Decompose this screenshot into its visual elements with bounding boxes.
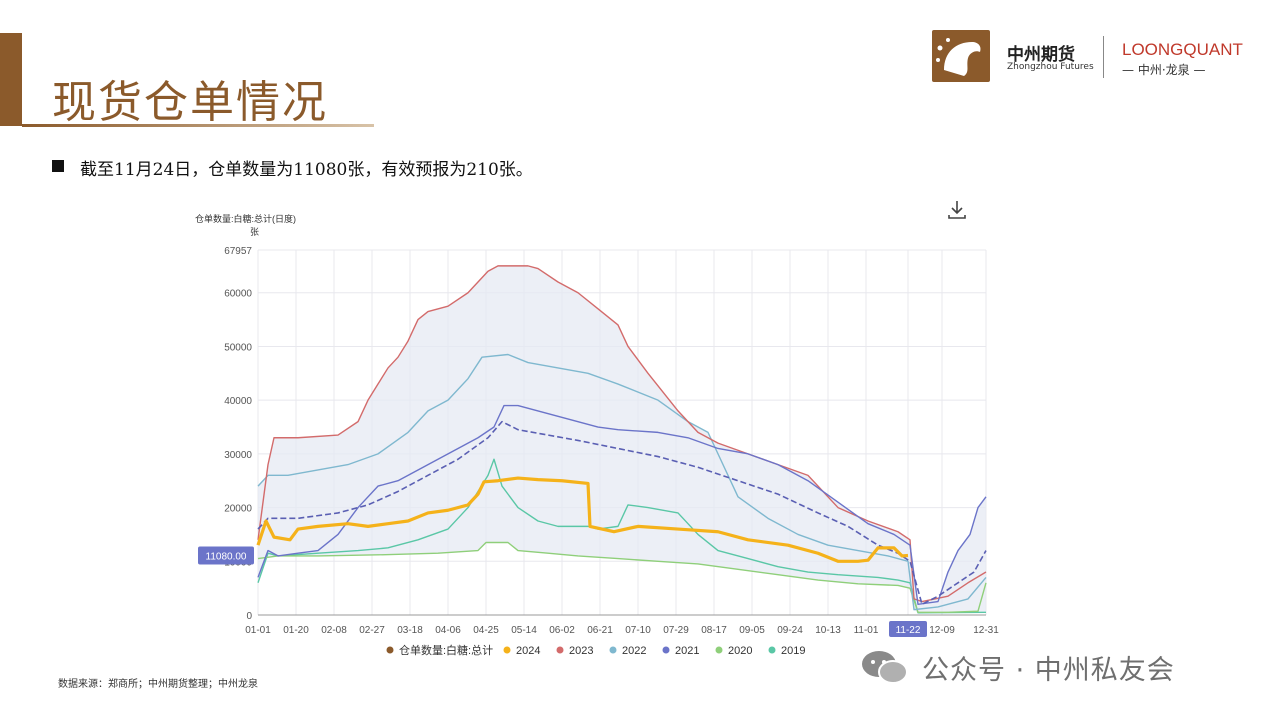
legend-marker	[556, 646, 564, 654]
x-tick-label: 09-05	[739, 625, 765, 636]
x-tick-label: 02-27	[359, 625, 385, 636]
x-tick-label: 01-01	[245, 625, 271, 636]
legend-item[interactable]: 2023	[556, 645, 594, 657]
y-tick-label: 20000	[224, 504, 252, 515]
x-tick-label: 07-10	[625, 625, 651, 636]
x-tick-label: 03-18	[397, 625, 423, 636]
series-line-2023	[257, 265, 987, 603]
logo-name-en: Zhongzhou Futures	[1007, 62, 1094, 72]
series-line-2021-avg	[257, 420, 987, 606]
series-line-2019	[257, 458, 987, 614]
legend-marker	[609, 646, 617, 654]
x-tick-label: 02-08	[321, 625, 347, 636]
wechat-icon	[860, 648, 910, 686]
series-line-2022	[257, 353, 987, 611]
summary-text: 截至11月24日，仓单数量为11080张，有效预报为210张。	[80, 160, 533, 180]
y-tick-label: 50000	[224, 342, 252, 353]
series-line-2024	[256, 476, 909, 563]
range-band	[258, 265, 986, 613]
current-value-label: 11080.00	[198, 546, 254, 565]
x-tick-label: 12-31	[973, 625, 999, 636]
legend-marker	[503, 646, 511, 654]
x-tick-label: 01-20	[283, 625, 309, 636]
logo-separator	[1103, 36, 1104, 78]
legend-marker	[768, 646, 776, 654]
series-line-2021	[257, 404, 987, 605]
x-tick-label: 12-09	[929, 625, 955, 636]
x-tick-label: 08-17	[701, 625, 727, 636]
x-tick-label: 05-14	[511, 625, 537, 636]
legend-item[interactable]: 仓单数量:白糖:总计	[386, 643, 494, 657]
legend-item[interactable]: 2019	[768, 645, 806, 657]
y-tick-label: 40000	[224, 396, 252, 407]
legend-label: 仓单数量:白糖:总计	[399, 643, 493, 657]
zhongzhou-logo-icon	[932, 30, 990, 82]
legend-marker	[386, 646, 394, 654]
download-icon[interactable]	[946, 198, 968, 220]
x-tick-label: 06-21	[587, 625, 613, 636]
y-tick-label: 60000	[224, 289, 252, 300]
x-tick-label: 07-29	[663, 625, 689, 636]
y-tick-label: 30000	[224, 450, 252, 461]
legend-label: 2019	[781, 645, 805, 657]
y-tick-label: 67957	[224, 246, 252, 257]
y-tick-label: 0	[246, 611, 252, 622]
loongquant-sub: — 中州·龙泉 —	[1122, 63, 1206, 77]
x-tick-label: 11-22	[896, 625, 921, 636]
x-tick-label: 06-02	[549, 625, 575, 636]
legend-marker	[715, 646, 723, 654]
legend-label: 2020	[728, 645, 752, 657]
title-accent-bar	[0, 33, 22, 126]
legend-item[interactable]: 2020	[715, 645, 753, 657]
x-tick-label: 09-24	[777, 625, 803, 636]
x-tick-label: 10-13	[815, 625, 841, 636]
chart-title: 仓单数量:白糖:总计(日度)	[195, 213, 296, 224]
y-axis-unit: 张	[250, 227, 259, 237]
legend-marker	[662, 646, 670, 654]
current-value-box	[198, 546, 254, 565]
x-tick-label: 04-25	[473, 625, 499, 636]
legend-item[interactable]: 2024	[503, 645, 541, 657]
legend-label: 2024	[516, 645, 540, 657]
bullet-square	[52, 160, 64, 172]
x-tick-highlight	[889, 621, 927, 637]
x-tick-label: 04-06	[435, 625, 461, 636]
legend-label: 2021	[675, 645, 699, 657]
legend-label: 2022	[622, 645, 646, 657]
warehouse-receipt-chart: 仓单数量:白糖:总计(日度) 张 01-01 01-20 02-08 02-27 03-…	[195, 213, 999, 657]
wechat-account-text: 公众号 · 中州私友会	[922, 655, 1175, 686]
logo-name-cn: 中州期货	[1007, 45, 1075, 65]
data-source: 数据来源：郑商所；中州期货整理；中州龙泉	[58, 679, 258, 690]
x-tick-label: 11-01	[854, 625, 879, 636]
title-underline	[22, 124, 374, 127]
legend-item[interactable]: 2022	[609, 645, 647, 657]
legend-item[interactable]: 2021	[662, 645, 700, 657]
legend-label: 2023	[569, 645, 593, 657]
current-value-text: 11080.00	[206, 551, 247, 562]
loongquant-logo: LOONGQUANT	[1122, 40, 1243, 59]
page-title: 现货仓单情况	[52, 77, 328, 128]
